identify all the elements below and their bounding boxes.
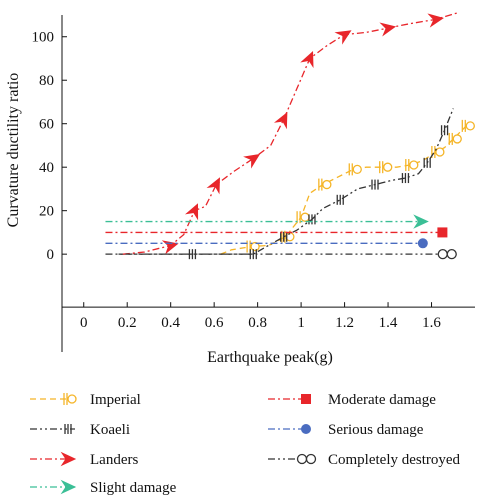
x-tick-label: 0.8 <box>248 315 267 331</box>
series-marker-circle <box>465 121 475 131</box>
series-marker-arrow <box>413 214 429 229</box>
series-marker-circle <box>352 164 362 175</box>
legend-item-completely-destroyed: Completely destroyed <box>268 452 461 468</box>
x-tick-label: 1.2 <box>335 315 354 331</box>
series-marker-arrow <box>300 50 314 69</box>
legend-item-imperial: Imperial <box>30 392 141 408</box>
series-line <box>220 125 467 255</box>
legend-label: Serious damage <box>328 422 424 438</box>
series-marker-circle <box>435 147 445 157</box>
legend-label: Completely destroyed <box>328 452 461 468</box>
y-tick-label: 20 <box>39 204 54 220</box>
series-marker-arrow <box>334 30 352 45</box>
series-marker-circle <box>417 238 428 249</box>
x-tick-label: 0.2 <box>118 315 137 331</box>
y-axis-title: Curvature ductility ratio <box>5 73 22 228</box>
series-marker-arrow <box>184 203 199 221</box>
series-slight-damage <box>105 214 429 229</box>
series-marker-arrow <box>206 177 220 195</box>
series-marker-circle <box>437 249 448 260</box>
legend: Imperial Moderate damage Koaeli Serious dam… <box>30 392 461 496</box>
series-marker-circle <box>383 162 393 172</box>
series-landers <box>122 12 458 255</box>
series-marker-arrow <box>60 451 77 467</box>
x-tick-label: 0.4 <box>161 315 180 331</box>
series-marker-square <box>437 227 448 238</box>
series-marker-arrow <box>379 22 397 37</box>
series-imperial <box>220 119 475 255</box>
series-marker-arrow <box>60 479 77 495</box>
y-tick-label: 40 <box>39 160 54 176</box>
legend-item-koaeli: Koaeli <box>30 422 130 438</box>
series-serious-damage <box>105 238 428 249</box>
series-marker-circle <box>446 249 457 260</box>
legend-item-landers: Landers <box>30 451 138 468</box>
series-marker-circle <box>305 453 317 465</box>
series-layer <box>105 12 475 260</box>
x-tick-label: 0 <box>80 315 88 331</box>
legend-label: Moderate damage <box>328 392 436 408</box>
legend-item-slight-damage: Slight damage <box>30 479 177 496</box>
series-marker-circle <box>301 424 311 434</box>
series-marker-circle <box>250 241 260 252</box>
series-line <box>122 12 458 255</box>
y-tick-label: 80 <box>39 73 54 89</box>
series-moderate-damage <box>105 227 448 238</box>
y-tick-label: 0 <box>47 247 55 263</box>
series-marker-arrow <box>273 112 288 130</box>
x-axis-title: Earthquake peak(g) <box>207 349 333 366</box>
series-marker-circle <box>452 134 462 144</box>
series-marker-square <box>301 394 311 404</box>
legend-label: Imperial <box>90 392 141 408</box>
x-tick-label: 1.4 <box>379 315 398 331</box>
axes: 0 20 40 60 80 100 0 0.2 0.4 0.6 0.8 1 1.2 1.4 1.6 <box>32 15 475 352</box>
legend-label: Slight damage <box>90 480 177 496</box>
legend-label: Koaeli <box>90 422 130 438</box>
series-marker-circle <box>67 394 77 404</box>
legend-item-moderate-damage: Moderate damage <box>268 392 436 408</box>
series-marker-arrow <box>427 13 444 28</box>
x-tick-label: 0.6 <box>205 315 224 331</box>
legend-label: Landers <box>90 452 138 468</box>
y-tick-label: 60 <box>39 117 54 133</box>
series-marker-arrow <box>161 240 179 255</box>
y-tick-label: 100 <box>32 30 55 46</box>
series-marker-circle <box>322 179 332 190</box>
series-completely-destroyed <box>105 249 457 260</box>
series-marker-circle <box>300 212 310 222</box>
series-marker-arrow <box>243 153 261 169</box>
legend-item-serious-damage: Serious damage <box>268 422 424 438</box>
x-tick-label: 1.6 <box>422 315 441 331</box>
x-tick-label: 1 <box>297 315 305 331</box>
series-marker-circle <box>409 160 419 170</box>
series-marker-circle <box>296 453 308 465</box>
